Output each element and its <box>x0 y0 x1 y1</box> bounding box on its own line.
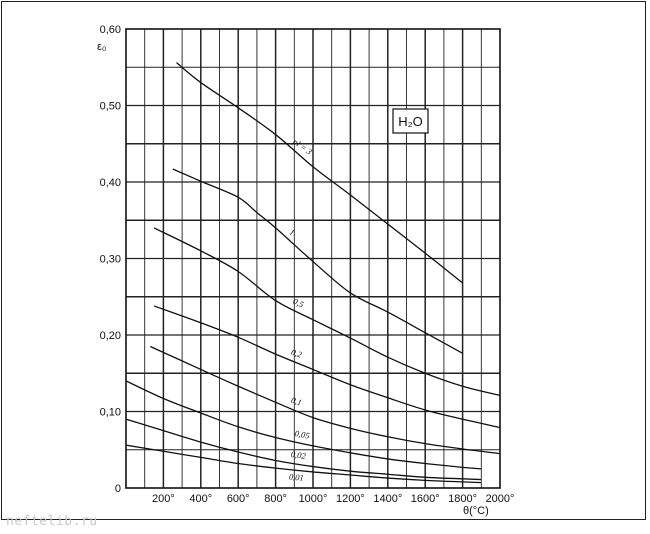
series-line <box>176 62 464 284</box>
x-tick-label: 1600° <box>411 493 440 505</box>
h2o-annotation: H₂O <box>392 108 429 134</box>
plot-area-border <box>125 28 501 489</box>
x-tick-label: 1800° <box>448 493 477 505</box>
y-tick-label: 0,50 <box>100 101 121 113</box>
series-line <box>150 345 501 455</box>
series-line <box>125 418 482 481</box>
x-tick-label: 600° <box>227 493 250 505</box>
y-tick-label: 0,20 <box>100 330 121 342</box>
series-label: 0,05 <box>294 428 311 441</box>
series-labels: pl = 310,50,20,10,050,020,01 <box>288 136 314 483</box>
plot-border <box>125 28 501 489</box>
grid-major <box>126 29 500 488</box>
x-tick-label: 1400° <box>373 493 402 505</box>
series-line <box>153 227 501 397</box>
figure-frame <box>1 1 646 520</box>
series-label: 0,2 <box>290 347 304 360</box>
series-label: 1 <box>288 227 297 238</box>
h2o-label: H₂O <box>398 114 423 129</box>
watermark-text: neftelib.ru <box>6 514 98 529</box>
x-tick-label: 1200° <box>336 493 365 505</box>
series-label: 0,02 <box>290 449 307 461</box>
y-axis-ticks: 0 0,10 0,20 0,30 0,40 0,50 0,60 <box>100 24 121 495</box>
y-axis-label: ε₀ <box>97 41 106 53</box>
series-line <box>172 168 463 354</box>
series-label: 0,1 <box>290 395 303 408</box>
x-axis-label: θ(°C) <box>463 505 489 517</box>
x-tick-label: 400° <box>189 493 212 505</box>
series-line <box>125 444 482 484</box>
x-tick-label: 800° <box>264 493 287 505</box>
x-axis-ticks: 200° 400° 600° 800° 1000° 1200° 1400° 1600° 1800… <box>152 493 514 505</box>
y-tick-label: 0 <box>115 483 121 495</box>
y-tick-label: 0,40 <box>100 177 121 189</box>
x-tick-label: 200° <box>152 493 175 505</box>
series-lines <box>125 62 501 484</box>
series-line <box>125 380 482 470</box>
y-tick-label: 0,30 <box>100 254 121 266</box>
y-tick-label: 0,60 <box>100 24 121 36</box>
x-tick-label: 1000° <box>299 493 328 505</box>
y-tick-label: 0,10 <box>100 407 121 419</box>
series-line <box>153 305 501 429</box>
series-label: 0,5 <box>292 296 306 310</box>
x-tick-label: 2000° <box>486 493 515 505</box>
series-label: 0,01 <box>289 471 305 482</box>
